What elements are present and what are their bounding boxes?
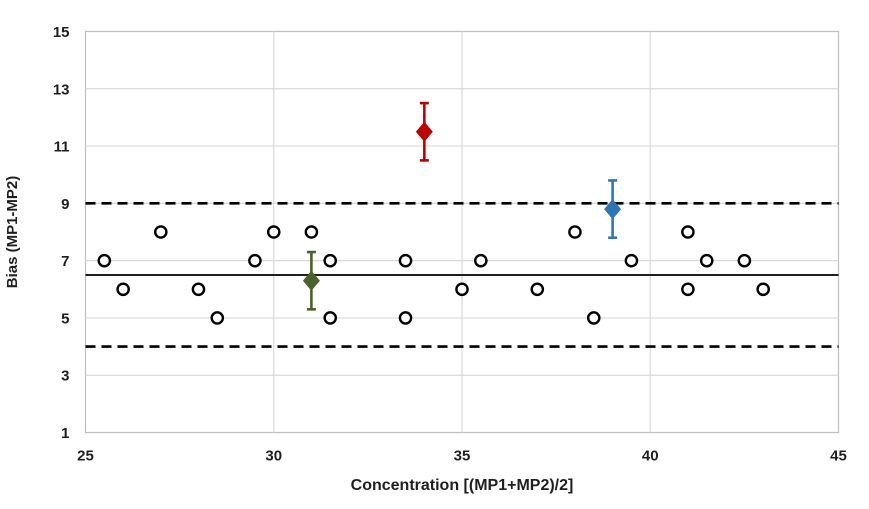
y-tick-label: 9 bbox=[61, 196, 69, 213]
green-mean-point bbox=[302, 270, 320, 291]
red-mean-point bbox=[415, 121, 433, 142]
data-point-circle bbox=[116, 282, 130, 297]
x-tick-label: 45 bbox=[830, 448, 847, 465]
data-point-circle bbox=[474, 253, 488, 268]
x-tick-label: 25 bbox=[77, 448, 94, 465]
data-point-circle bbox=[398, 311, 413, 325]
x-tick-label: 40 bbox=[642, 448, 659, 465]
data-point-circle bbox=[398, 253, 413, 268]
y-tick-label: 7 bbox=[61, 253, 69, 270]
y-tick-label: 3 bbox=[61, 368, 69, 385]
x-tick-label: 35 bbox=[454, 448, 471, 465]
data-point-circle bbox=[153, 225, 168, 239]
y-tick-label: 15 bbox=[53, 24, 70, 41]
x-tick-label: 30 bbox=[265, 448, 282, 465]
data-point-circle bbox=[323, 253, 338, 268]
data-point-circle bbox=[210, 311, 225, 325]
blue-mean-point bbox=[604, 199, 622, 220]
y-tick-label: 5 bbox=[61, 310, 69, 327]
data-point-circle bbox=[97, 253, 112, 268]
x-axis-title: Concentration [(MP1+MP2)/2] bbox=[351, 477, 574, 494]
data-point-circle bbox=[681, 225, 695, 239]
y-axis-title: Bias (MP1-MP2) bbox=[4, 176, 21, 289]
data-point-circle bbox=[248, 253, 262, 268]
data-point-circle bbox=[568, 225, 582, 239]
y-tick-label: 13 bbox=[53, 81, 70, 98]
data-point-circle bbox=[624, 253, 639, 268]
data-point-circle bbox=[756, 282, 771, 297]
data-point-circle bbox=[737, 253, 752, 268]
data-point-circle bbox=[530, 282, 545, 297]
data-point-circle bbox=[266, 225, 281, 239]
y-tick-label: 11 bbox=[54, 139, 70, 156]
y-tick-label: 1 bbox=[61, 425, 69, 442]
data-point-circle bbox=[699, 253, 714, 268]
data-point-circle bbox=[323, 311, 338, 325]
data-point-circle bbox=[304, 225, 319, 239]
data-point-circle bbox=[681, 282, 695, 297]
data-point-circle bbox=[191, 282, 206, 297]
data-point-circle bbox=[586, 311, 601, 325]
data-point-circle bbox=[455, 282, 469, 297]
